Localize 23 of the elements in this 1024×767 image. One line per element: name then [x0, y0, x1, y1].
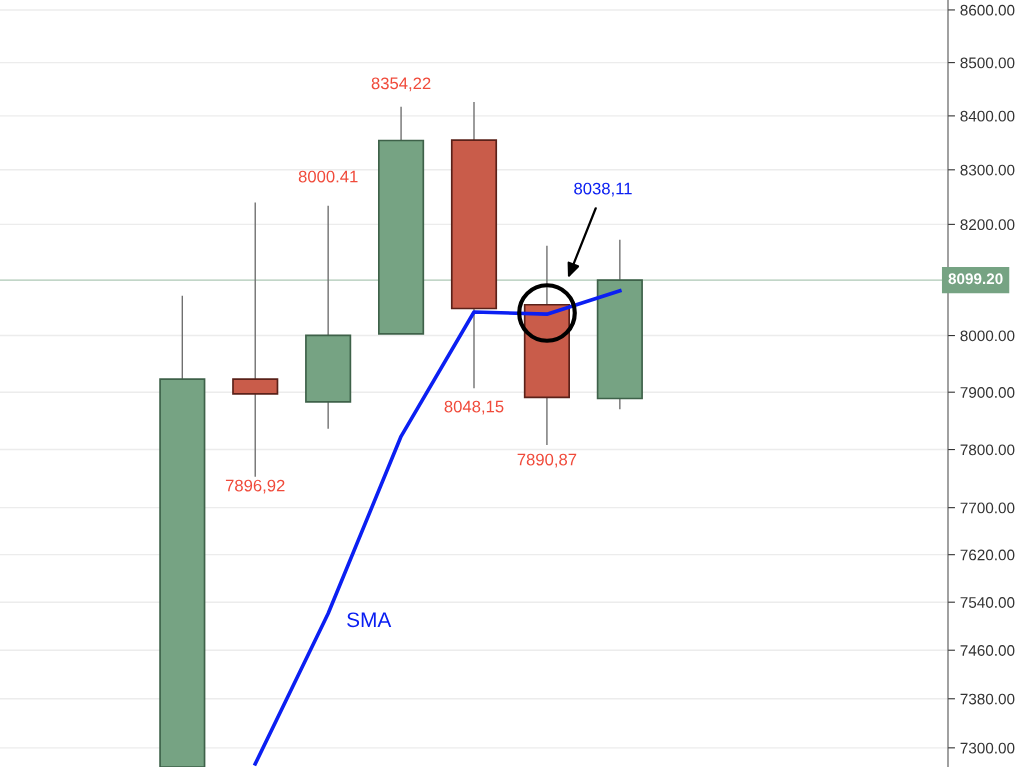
candlestick [232, 201, 279, 478]
y-tick-label: 8600.00 [960, 4, 1015, 16]
annotation: 8048,15 [444, 400, 504, 415]
y-tick-label: 8200.00 [960, 219, 1015, 231]
y-tick-label: 7620.00 [960, 549, 1015, 561]
annotation: 8000.41 [298, 170, 358, 183]
y-tick-label: 7300.00 [960, 742, 1015, 754]
series-label: SMA [347, 612, 392, 628]
annotation: 7890,87 [517, 453, 577, 468]
y-tick-label: 7380.00 [960, 693, 1015, 705]
ref-line-label: 8099.20 [948, 273, 1003, 285]
y-tick-label: 8500.00 [960, 57, 1015, 69]
y-tick-label: 7460.00 [960, 645, 1015, 656]
y-tick-label: 7900.00 [960, 387, 1015, 398]
y-tick-label: 8400.00 [960, 110, 1015, 122]
annotation: 8038,11 [574, 182, 632, 197]
y-tick-label: 7700.00 [960, 502, 1015, 514]
y-tick-label: 7540.00 [960, 597, 1015, 608]
annotation: 8354,22 [371, 77, 431, 92]
y-tick-label: 8000.00 [960, 330, 1015, 342]
y-tick-label: 8300.00 [960, 164, 1015, 176]
annotation: 7896,92 [225, 479, 285, 494]
y-tick-label: 7800.00 [960, 444, 1015, 456]
